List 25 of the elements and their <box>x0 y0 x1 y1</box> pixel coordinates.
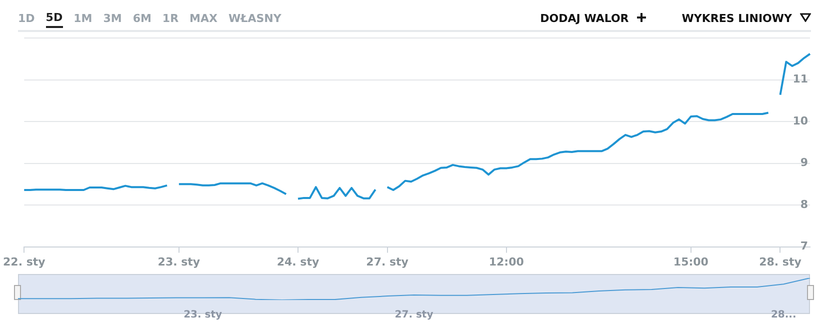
x-tick-label: 12:00 <box>488 255 524 268</box>
text: DODAJ WALOR <box>540 12 629 24</box>
x-tick-label: 15:00 <box>673 255 709 268</box>
y-tick-label: 8 <box>800 198 808 211</box>
x-tick-label: 24. sty <box>276 255 320 268</box>
x-tick-label: 22. sty <box>3 255 46 268</box>
text: MAX <box>190 10 218 26</box>
text: WYKRES LINIOWY <box>682 12 792 24</box>
text: WŁASNY <box>228 10 282 26</box>
x-tick-label: 23. sty <box>158 255 200 268</box>
text: 6M <box>132 10 152 26</box>
y-tick-label: 9 <box>800 156 808 170</box>
y-tick-label: 11 <box>792 72 808 86</box>
text: 1R <box>162 10 179 26</box>
y-tick-label: 10 <box>792 114 808 128</box>
x-tick-label: 27. sty <box>394 310 434 321</box>
x-tick-label: 28. sty <box>759 255 802 268</box>
x-tick-label: 28... <box>770 310 796 321</box>
text: 3M <box>103 10 122 26</box>
text: 1D <box>18 10 35 26</box>
text: 5D <box>46 8 63 28</box>
y-tick-label: 7 <box>800 240 808 253</box>
text: 1M <box>74 10 92 26</box>
x-tick-label: 23. sty <box>184 310 222 321</box>
x-tick-label: 27. sty <box>366 255 408 268</box>
